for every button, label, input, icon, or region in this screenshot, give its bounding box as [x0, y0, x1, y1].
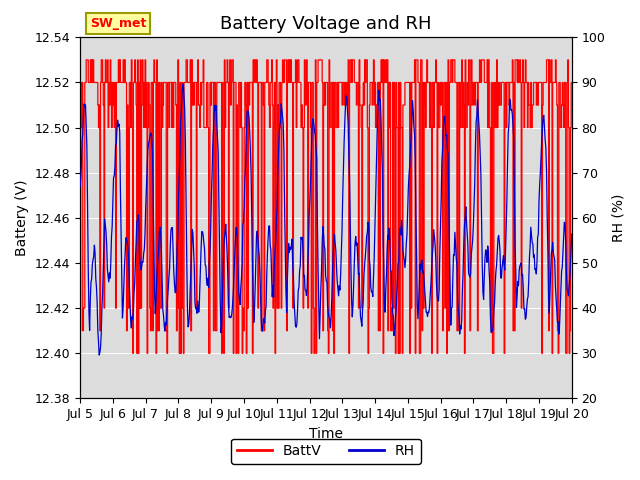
Title: Battery Voltage and RH: Battery Voltage and RH: [220, 15, 432, 33]
Y-axis label: Battery (V): Battery (V): [15, 180, 29, 256]
Y-axis label: RH (%): RH (%): [611, 193, 625, 242]
Legend: BattV, RH: BattV, RH: [231, 439, 420, 464]
X-axis label: Time: Time: [309, 427, 343, 441]
Text: SW_met: SW_met: [90, 17, 146, 30]
